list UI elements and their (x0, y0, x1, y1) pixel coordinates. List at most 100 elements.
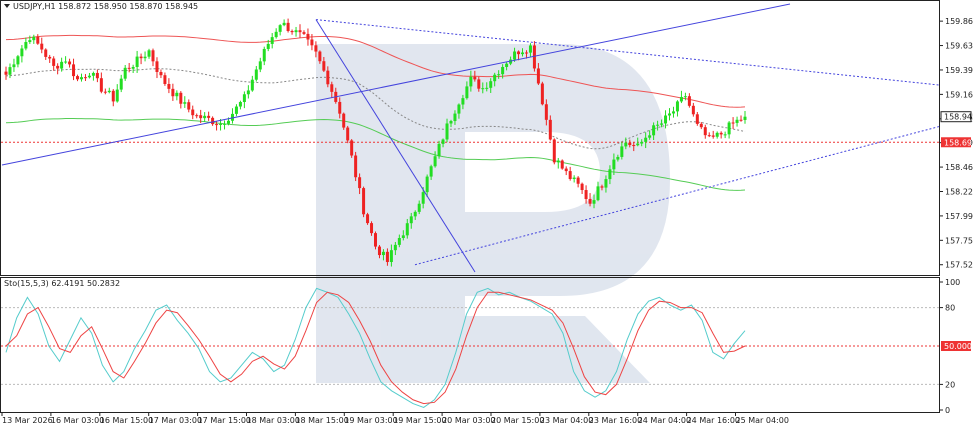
candle (254, 66, 258, 82)
candle (417, 200, 421, 215)
candle-body (461, 98, 465, 105)
candle (481, 82, 485, 94)
candle (223, 120, 227, 130)
candle-body (20, 48, 24, 57)
candle-body (358, 177, 362, 189)
candle-body (159, 71, 163, 76)
candle-body (564, 168, 568, 172)
candle (731, 117, 735, 129)
candle (644, 132, 648, 149)
candle (183, 96, 187, 108)
time-tick-label: 13 Mar 2026 (2, 416, 53, 425)
candle-body (517, 51, 521, 55)
time-tick-label: 17 Mar 03:00 (149, 416, 202, 425)
candle-body (707, 135, 711, 137)
price-panel[interactable]: USDJPY,H1 158.872 158.950 158.870 158.94… (0, 0, 940, 276)
candle-body (83, 77, 87, 79)
candle (572, 175, 576, 183)
candle-body (314, 45, 318, 52)
reference-price-label: 158.699 (944, 138, 973, 147)
candle-body (675, 101, 679, 112)
candle (322, 56, 326, 73)
candle-body (346, 127, 350, 141)
candle (350, 139, 354, 158)
candle-body (155, 61, 159, 72)
candle-body (433, 156, 437, 167)
candle (262, 46, 266, 66)
candle (445, 118, 449, 143)
candle-body (683, 96, 687, 98)
candle-body (56, 65, 60, 69)
candle-body (513, 51, 517, 60)
candle-body (183, 102, 187, 104)
candle (207, 111, 211, 121)
time-tick-label: 19 Mar 15:00 (393, 416, 446, 425)
candle (405, 218, 409, 239)
candle-body (739, 119, 743, 121)
time-tick-label: 16 Mar 15:00 (100, 416, 153, 425)
candle-body (91, 72, 95, 76)
current-price-tag-bg (940, 111, 972, 123)
candle (203, 112, 207, 122)
candle (12, 58, 16, 72)
candle-body (600, 186, 604, 188)
candle-body (469, 76, 473, 87)
candle (123, 65, 127, 81)
candle-body (64, 61, 68, 63)
candle-body (731, 122, 735, 124)
price-tick-label: 157.520 (945, 261, 973, 270)
candle (298, 24, 302, 38)
candle (374, 231, 377, 250)
candle-body (632, 145, 636, 147)
candle-body (258, 61, 262, 70)
candle (306, 28, 310, 46)
candle-body (656, 124, 660, 126)
candle (87, 72, 91, 79)
candle (163, 72, 167, 86)
candle-body (457, 104, 461, 114)
ma-red (5, 34, 746, 108)
candle (266, 39, 270, 52)
candle-body (413, 211, 417, 217)
candle-body (24, 42, 28, 49)
candle-body (521, 52, 525, 55)
trend-lines[interactable] (1, 3, 940, 273)
candle-body (719, 132, 723, 135)
candle-body (691, 105, 695, 115)
candle-body (596, 186, 600, 201)
candle (377, 245, 381, 259)
ma-green (5, 117, 746, 191)
candle (679, 90, 683, 104)
candle (723, 131, 727, 139)
candle-body (167, 83, 171, 89)
candle-body (60, 61, 64, 69)
candle-body (234, 106, 238, 114)
candle (624, 137, 628, 150)
candle-body (687, 96, 691, 106)
candle (457, 103, 461, 119)
candle (99, 72, 103, 94)
candle-body (568, 171, 572, 179)
candle-body (532, 45, 536, 69)
candle-body (175, 92, 179, 97)
candle-body (179, 92, 183, 104)
candle-body (330, 84, 334, 92)
stochastic-main-line (5, 287, 746, 408)
candle-body (318, 51, 322, 62)
time-tick-label: 16 Mar 03:00 (51, 416, 104, 425)
candle (127, 62, 131, 73)
candle-body (68, 61, 72, 65)
symbol-dropdown-icon[interactable] (4, 4, 10, 8)
candle-body (270, 37, 274, 44)
candle (675, 100, 679, 117)
candle (338, 97, 342, 119)
candle (568, 166, 572, 181)
channel-lower-line (414, 126, 940, 266)
candle (604, 175, 608, 193)
candle (191, 105, 195, 120)
candle-body (699, 123, 703, 128)
price-tick-label: 158.460 (945, 163, 973, 172)
candle (115, 84, 119, 103)
candle-body (139, 56, 143, 59)
